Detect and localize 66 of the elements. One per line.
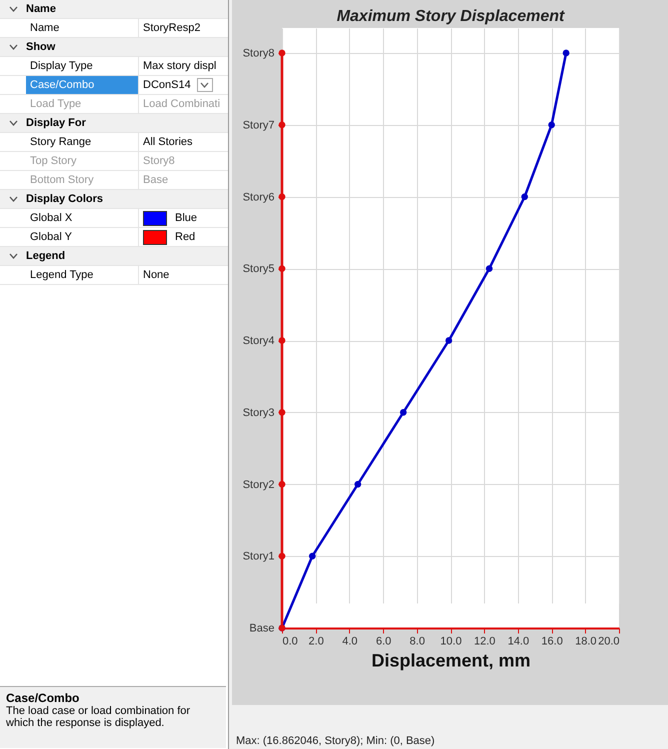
text: Name bbox=[26, 2, 56, 17]
y-tick-label: Story7 bbox=[242, 119, 274, 132]
x-axis-title: Displacement, mm bbox=[371, 650, 531, 670]
text: StoryResp2 bbox=[143, 21, 200, 36]
x-tick-label: 4.0 bbox=[342, 636, 358, 648]
y-tick-label: Story8 bbox=[242, 48, 274, 60]
point bbox=[548, 122, 555, 128]
x-tick-label: 16.0 bbox=[541, 636, 563, 648]
x-tick-label: 18.0 bbox=[575, 636, 597, 648]
text: Display Colors bbox=[26, 192, 104, 207]
x-tick-label: 0.0 bbox=[282, 636, 298, 648]
y-tick-label: Story2 bbox=[242, 478, 274, 491]
x-tick-label: 20.0 bbox=[598, 636, 620, 648]
point bbox=[400, 409, 407, 416]
x-tick-label: 12.0 bbox=[474, 636, 496, 648]
text: Story8 bbox=[143, 154, 175, 169]
y-tick-label: Base bbox=[249, 622, 274, 634]
text: Red bbox=[175, 230, 196, 245]
text: Load Type bbox=[26, 95, 139, 113]
text: Global Y bbox=[26, 228, 139, 246]
text: Bottom Story bbox=[26, 171, 139, 189]
chart-title: Maximum Story Displacement bbox=[336, 8, 565, 25]
point bbox=[562, 50, 570, 56]
y-tick-label: Story4 bbox=[242, 335, 274, 347]
point bbox=[278, 265, 286, 272]
text: None bbox=[143, 268, 170, 283]
point bbox=[278, 337, 286, 344]
point bbox=[354, 480, 362, 488]
text: Case/Combo bbox=[6, 691, 80, 705]
point bbox=[521, 193, 528, 200]
text: Top Story bbox=[26, 152, 139, 170]
x-tick-label: 14.0 bbox=[508, 636, 530, 648]
y-tick-label: Story5 bbox=[242, 263, 274, 276]
text: Display For bbox=[26, 116, 86, 131]
y-tick-label: Story6 bbox=[242, 191, 274, 204]
point bbox=[486, 265, 493, 272]
text: DConS14 bbox=[143, 78, 191, 93]
text: Max: (16.862046, Story8); Min: (0, Base) bbox=[236, 735, 435, 747]
y-tick-label: Story1 bbox=[242, 550, 274, 563]
point bbox=[445, 337, 452, 344]
point bbox=[308, 552, 316, 560]
text: Global X bbox=[26, 209, 139, 227]
text: The load case or load combination for which the response is displayed. bbox=[6, 705, 190, 729]
text: Name bbox=[26, 19, 139, 37]
x-tick-label: 8.0 bbox=[410, 636, 425, 648]
point bbox=[278, 193, 286, 200]
point bbox=[278, 552, 286, 560]
text: Blue bbox=[175, 211, 198, 226]
text: Load Combinati bbox=[143, 97, 220, 112]
text: Legend bbox=[26, 249, 66, 264]
point bbox=[278, 50, 286, 56]
text: Case/Combo bbox=[26, 76, 139, 94]
text: All Stories bbox=[143, 135, 193, 150]
x-tick-label: 6.0 bbox=[376, 636, 392, 648]
y-tick-label: Story3 bbox=[242, 406, 274, 419]
x-tick-label: 10.0 bbox=[440, 636, 462, 648]
text: Story Range bbox=[26, 133, 139, 151]
point bbox=[278, 122, 286, 128]
text: Show bbox=[26, 40, 56, 55]
text: Display Type bbox=[26, 57, 139, 75]
text: Max story displ bbox=[143, 59, 216, 74]
point bbox=[278, 409, 286, 416]
point bbox=[278, 480, 286, 488]
text: Legend Type bbox=[26, 266, 139, 284]
text: Base bbox=[143, 173, 168, 188]
x-tick-label: 2.0 bbox=[308, 636, 324, 648]
